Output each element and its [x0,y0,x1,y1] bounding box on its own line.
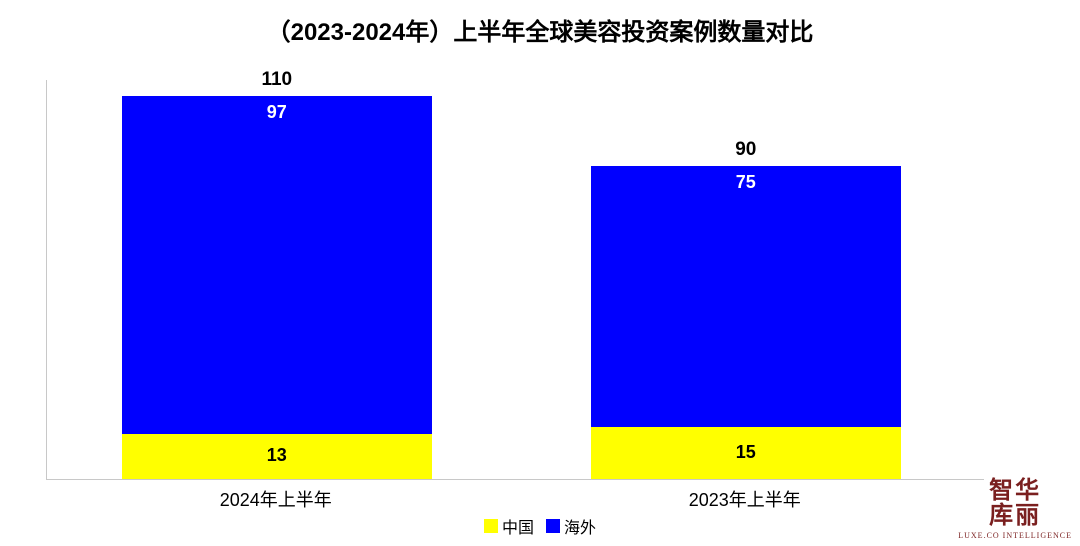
chart-title: （2023-2024年）上半年全球美容投资案例数量对比 [0,12,1080,47]
value-label-overseas: 97 [122,102,432,123]
value-label-overseas: 75 [591,172,901,193]
value-label-china: 15 [591,442,901,463]
segment-overseas: 97 [122,96,432,433]
segment-china: 13 [122,434,432,479]
legend-item-china: 中国 [484,514,534,538]
legend: 中国 海外 [0,514,1080,538]
legend-swatch [484,519,498,533]
legend-swatch [546,519,560,533]
category-label: 2023年上半年 [590,486,900,512]
total-label: 110 [122,69,432,91]
legend-label: 海外 [564,514,596,538]
watermark-sub: LUXE.CO INTELLIGENCE [958,532,1072,540]
legend-label: 中国 [502,514,534,538]
watermark-logo: 智华 库丽 LUXE.CO INTELLIGENCE [958,479,1072,540]
category-label: 2024年上半年 [121,486,431,512]
watermark-line1: 智华 [989,478,1041,504]
segment-china: 15 [591,427,901,479]
chart-container: （2023-2024年）上半年全球美容投资案例数量对比 13 97 110 15 75 9… [0,0,1080,546]
plot-area: 1397110157590 [46,80,984,480]
watermark-line2: 库丽 [989,503,1041,529]
legend-item-overseas: 海外 [546,514,596,538]
bar-2024H1: 1397110 [122,96,432,479]
value-label-china: 13 [122,445,432,466]
segment-overseas: 75 [591,166,901,427]
total-label: 90 [591,139,901,161]
bar-2023H1: 157590 [591,166,901,479]
